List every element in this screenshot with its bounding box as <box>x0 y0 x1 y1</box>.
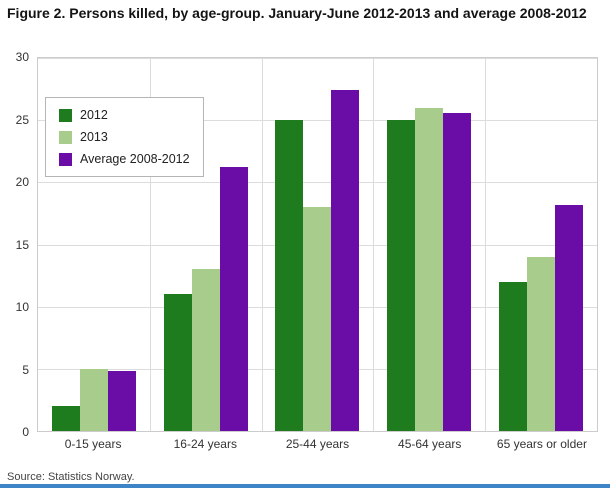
x-axis-labels: 0-15 years 16-24 years 25-44 years 45-64 ye… <box>37 437 598 451</box>
bar-group <box>150 58 262 431</box>
bar <box>527 256 556 431</box>
legend-item-2012[interactable]: 2012 <box>59 108 190 122</box>
bar <box>107 371 136 431</box>
y-tick-label: 5 <box>22 362 29 377</box>
bar <box>275 120 304 431</box>
legend: 2012 2013 Average 2008-2012 <box>45 97 204 177</box>
bar <box>555 204 584 431</box>
x-axis-label: 25-44 years <box>285 437 350 451</box>
x-axis-label: 0-15 years <box>64 437 122 451</box>
x-axis-label: 65 years or older <box>496 437 587 451</box>
y-tick-label: 25 <box>15 112 29 127</box>
y-tick-label: 0 <box>22 425 29 439</box>
gridline <box>38 120 597 122</box>
bar-group <box>373 58 485 431</box>
x-axis-label: 45-64 years <box>398 437 462 451</box>
bar <box>499 281 528 431</box>
bar <box>163 294 192 431</box>
y-tick-label: 20 <box>15 175 29 189</box>
x-axis-label: 16-24 years <box>173 437 237 451</box>
legend-item-2013[interactable]: 2013 <box>59 130 190 144</box>
category-gridline <box>373 58 375 431</box>
legend-item-average[interactable]: Average 2008-2012 <box>59 152 190 166</box>
bar <box>331 90 360 431</box>
gridline <box>38 182 597 184</box>
bar <box>443 112 472 431</box>
legend-label-2013: 2013 <box>80 130 108 144</box>
y-tick-label: 30 <box>15 50 29 64</box>
legend-swatch-2013-icon <box>59 130 72 144</box>
bar <box>191 269 220 431</box>
bar-group <box>38 58 150 431</box>
category-gridline <box>149 58 151 431</box>
bottom-accent-bar <box>0 484 610 488</box>
source-text: Source: Statistics Norway. <box>7 471 135 483</box>
bar-group <box>485 58 597 431</box>
bar-groups <box>38 58 597 431</box>
bar <box>303 207 332 431</box>
bar <box>415 107 444 431</box>
legend-swatch-2012-icon <box>59 108 72 122</box>
category-gridline <box>261 58 263 431</box>
bar <box>219 167 248 431</box>
bar <box>387 120 416 431</box>
y-axis: 0 5 10 15 20 25 30 <box>0 50 33 439</box>
legend-label-2012: 2012 <box>80 108 108 122</box>
legend-label-average: Average 2008-2012 <box>80 152 190 166</box>
plot-area: 2012 2013 Average 2008-2012 <box>37 57 598 432</box>
bar <box>79 368 108 431</box>
category-gridline <box>485 58 487 431</box>
legend-swatch-average-icon <box>59 152 72 166</box>
bar-group <box>262 58 374 431</box>
y-tick-label: 15 <box>15 237 29 252</box>
chart-title: Figure 2. Persons killed, by age-group. … <box>7 5 587 21</box>
bar <box>51 406 80 431</box>
y-tick-label: 10 <box>15 300 29 314</box>
gridline <box>38 58 597 59</box>
